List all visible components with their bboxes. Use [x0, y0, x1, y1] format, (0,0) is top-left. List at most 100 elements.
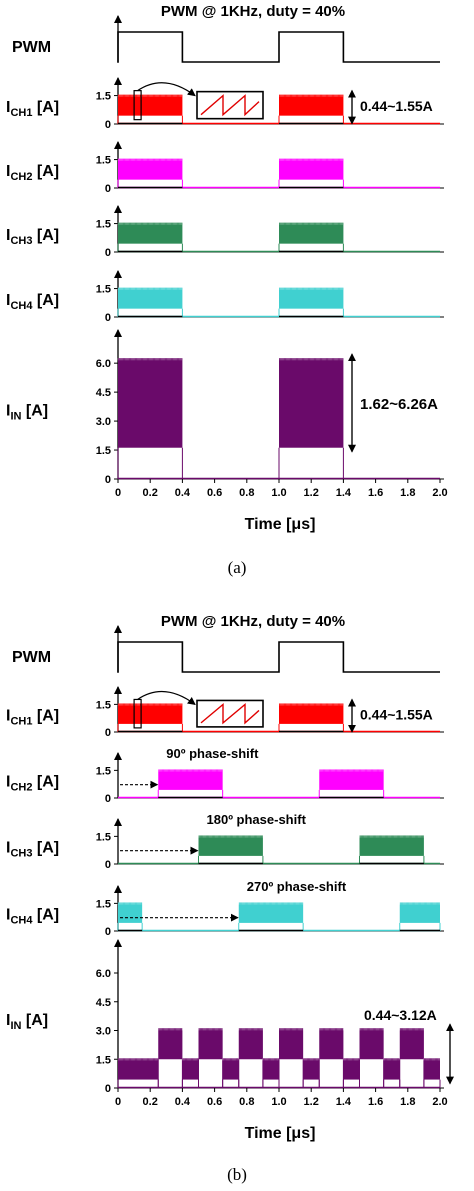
- ripple-texture: [158, 769, 223, 772]
- current-burst: [278, 158, 344, 180]
- row-label: ICH3 [A]: [6, 227, 59, 247]
- row-label-main: I: [6, 1012, 10, 1029]
- row-label-unit: [A]: [32, 163, 59, 180]
- y-tick-label: 1.5: [96, 898, 111, 910]
- ripple-texture: [399, 902, 440, 905]
- current-burst-fill: [118, 358, 183, 448]
- x-tick-label: 1.6: [368, 1096, 383, 1108]
- current-burst-fill: [383, 1058, 400, 1080]
- current-burst: [117, 222, 183, 244]
- row-label-subscript: CH2: [10, 171, 32, 183]
- y-tick-label: 0: [105, 119, 111, 131]
- current-burst-fill: [279, 158, 344, 180]
- row-label: IIN [A]: [6, 1012, 48, 1032]
- row-label: ICH2 [A]: [6, 774, 59, 794]
- row-label-unit: [A]: [32, 774, 59, 791]
- ripple-texture: [278, 287, 343, 290]
- current-burst: [238, 902, 304, 923]
- y-tick-label: 1.5: [96, 219, 111, 231]
- row-label: ICH3 [A]: [6, 840, 59, 860]
- current-burst-fill: [279, 703, 344, 724]
- current-burst: [278, 222, 344, 244]
- current-burst-fill: [343, 1058, 360, 1080]
- phase-shift-label: 180º phase-shift: [207, 812, 307, 827]
- current-burst: [278, 358, 344, 448]
- y-tick-label: 0: [105, 474, 111, 486]
- current-burst: [399, 1028, 424, 1060]
- ripple-texture: [117, 902, 143, 905]
- x-tick-label: 1.4: [336, 1096, 352, 1108]
- current-burst-fill: [118, 703, 183, 724]
- row-label: ICH1 [A]: [6, 99, 59, 119]
- y-tick-label: 1.5: [96, 284, 111, 296]
- current-burst-fill: [238, 902, 304, 923]
- y-tick-label: 3.0: [96, 416, 111, 428]
- chart-title: PWM @ 1KHz, duty = 40%: [161, 3, 345, 20]
- ripple-texture: [117, 287, 182, 290]
- current-burst-fill: [118, 287, 183, 309]
- y-tick-label: 1.5: [96, 831, 111, 843]
- current-burst: [319, 769, 384, 790]
- row-label-unit: [A]: [21, 1012, 48, 1029]
- row-label-subscript: CH3: [10, 848, 32, 860]
- ripple-texture: [238, 1028, 263, 1031]
- ripple-texture: [117, 1058, 158, 1061]
- row-label-main: I: [6, 774, 10, 791]
- current-burst-fill: [399, 902, 440, 923]
- ripple-texture: [319, 769, 384, 772]
- current-burst: [359, 835, 424, 856]
- current-burst-fill: [279, 358, 344, 448]
- ripple-texture: [383, 1058, 400, 1061]
- current-burst-fill: [303, 1058, 320, 1080]
- current-burst-fill: [118, 222, 183, 244]
- range-annotation: 0.44~1.55A: [360, 98, 433, 114]
- x-tick-label: 0.2: [143, 487, 158, 499]
- current-burst: [158, 769, 223, 790]
- zoom-sawtooth: [200, 94, 260, 117]
- y-tick-label: 0: [105, 183, 111, 195]
- y-tick-label: 1.5: [96, 1054, 111, 1066]
- row-label-unit: [A]: [32, 227, 59, 244]
- ripple-texture: [117, 94, 182, 97]
- x-tick-label: 0.4: [175, 1096, 191, 1108]
- zoom-callout-arrow: [137, 690, 196, 706]
- panel-caption: (b): [227, 1165, 247, 1184]
- current-burst-fill: [279, 222, 344, 244]
- y-tick-label: 0: [105, 926, 111, 938]
- row-label-subscript: CH4: [10, 300, 33, 312]
- row-label-unit: [A]: [32, 907, 59, 924]
- ripple-texture: [278, 158, 343, 161]
- y-tick-label: 6.0: [96, 358, 111, 370]
- y-tick-label: 0: [105, 312, 111, 324]
- current-burst-fill: [158, 1028, 183, 1060]
- y-tick-label: 0: [105, 247, 111, 259]
- x-tick-label: 0.6: [207, 487, 222, 499]
- zoom-inset: [196, 90, 264, 120]
- ripple-texture: [278, 222, 343, 225]
- ripple-texture: [343, 1058, 360, 1061]
- current-burst-fill: [158, 769, 223, 790]
- current-burst-fill: [118, 158, 183, 180]
- current-burst: [198, 1028, 223, 1060]
- row-label: ICH4 [A]: [6, 907, 59, 927]
- row-label-unit: [A]: [21, 403, 48, 420]
- current-burst-fill: [182, 1058, 199, 1080]
- ripple-texture: [399, 1028, 424, 1031]
- ripple-texture: [278, 1028, 304, 1031]
- current-burst-fill: [262, 1058, 279, 1080]
- y-tick-label: 6.0: [96, 968, 111, 980]
- zoom-inset: [196, 699, 264, 728]
- x-tick-label: 0.8: [239, 487, 254, 499]
- ripple-texture: [117, 703, 182, 706]
- y-tick-label: 0: [105, 727, 111, 739]
- row-label-subscript: IN: [10, 411, 21, 423]
- current-burst: [278, 94, 344, 116]
- row-label-main: I: [6, 99, 10, 116]
- x-axis-label: Time [μs]: [245, 516, 316, 533]
- range-annotation: 0.44~1.55A: [360, 707, 433, 723]
- current-burst-fill: [399, 1028, 424, 1060]
- row-label-unit: [A]: [32, 708, 59, 725]
- current-burst-fill: [319, 769, 384, 790]
